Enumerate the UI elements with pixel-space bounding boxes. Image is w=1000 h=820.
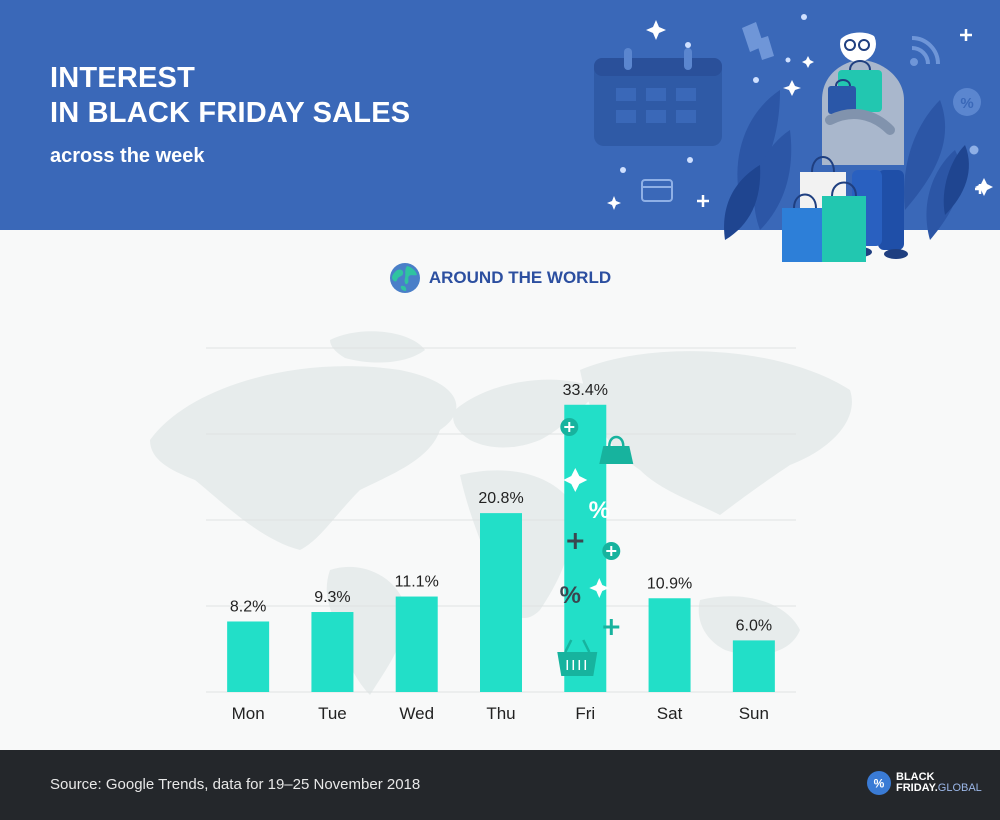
bar-sat (648, 598, 691, 692)
category-label-mon: Mon (232, 704, 265, 723)
shopper-illustration: % (594, 14, 993, 262)
logo-wordmark: BLACK FRIDAY.GLOBAL (896, 771, 982, 794)
title-line-1: INTEREST (50, 62, 195, 94)
credit-card-icon (641, 179, 673, 202)
sparkle-icons (607, 20, 993, 210)
percent-icon-2: % (560, 582, 581, 609)
basket-icon (557, 639, 598, 676)
category-label-sat: Sat (657, 704, 683, 723)
svg-text:%: % (874, 777, 885, 791)
category-label-sun: Sun (739, 704, 769, 723)
bars (227, 404, 775, 692)
price-tag-icons (742, 22, 774, 60)
plus-icons (697, 29, 985, 207)
value-label-wed: 11.1% (395, 574, 439, 591)
signal-icon (910, 36, 940, 66)
decorations: %% (557, 418, 634, 676)
title-line-2: IN BLACK FRIDAY SALES (50, 97, 411, 129)
category-label-fri: Fri (575, 704, 595, 723)
category-labels: Mon Tue Wed Thu Fri Sat Sun (232, 704, 769, 723)
value-label-fri: 33.4% (563, 382, 608, 399)
section-title: AROUND THE WORLD (428, 268, 612, 287)
bar-tue (311, 612, 354, 692)
plus-icon-2 (603, 619, 620, 635)
bar-thu (480, 513, 522, 692)
subtitle: across the week (50, 145, 205, 167)
sparkle-icon (563, 468, 588, 492)
percent-icon: % (589, 497, 610, 524)
globe-icon (389, 263, 420, 293)
percent-badge-icon: % (953, 88, 981, 116)
source-note: Source: Google Trends, data for 19–25 No… (50, 776, 421, 793)
value-label-sun: 6.0% (736, 617, 772, 634)
category-label-thu: Thu (486, 704, 515, 723)
plus-icon (567, 533, 584, 549)
value-label-thu: 20.8% (478, 490, 523, 507)
sparkle-icon-2 (589, 578, 610, 598)
bar-sun (732, 640, 775, 692)
category-label-tue: Tue (318, 704, 347, 723)
footer: Source: Google Trends, data for 19–25 No… (0, 750, 1000, 820)
bag-icon (599, 435, 634, 464)
bar-mon (227, 621, 270, 692)
value-labels: 8.2% 9.3% 11.1% 20.8% 33.4% 10.9% 6.0% (230, 382, 772, 635)
shopping-bags-icon (782, 156, 866, 262)
bar-chart: %% 8.2% 9.3% 11.1% 20.8% 33.4% 10.9% 6.0% Mon T… (150, 331, 852, 723)
calendar-icon (594, 48, 722, 146)
logo-badge-icon: % (867, 771, 891, 795)
svg-text:%: % (960, 95, 973, 112)
bar-fri (564, 404, 607, 692)
value-label-mon: 8.2% (230, 598, 266, 615)
bar-wed (395, 596, 438, 692)
value-label-sat: 10.9% (647, 575, 692, 592)
section-heading: AROUND THE WORLD (0, 262, 1000, 294)
value-label-tue: 9.3% (314, 589, 350, 606)
black-friday-global-logo[interactable]: % BLACK FRIDAY.GLOBAL (866, 770, 982, 796)
shopper-figure (822, 25, 908, 259)
category-label-wed: Wed (399, 704, 434, 723)
